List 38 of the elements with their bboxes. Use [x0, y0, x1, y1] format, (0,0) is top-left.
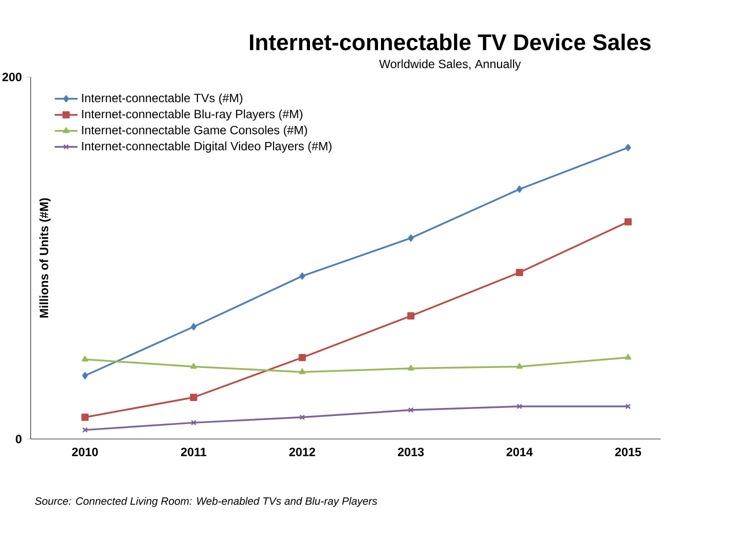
point	[408, 407, 414, 413]
point	[407, 312, 414, 320]
source-note: Source: Connected Living Room: Web-enabled TVs and Blu-ray Players	[35, 497, 378, 507]
legend-label: Internet-connectable Blu-ray Players (#M)	[82, 109, 302, 121]
x-tick-label: 2014	[506, 448, 533, 456]
point	[624, 218, 632, 226]
point	[190, 362, 197, 369]
point	[82, 356, 88, 362]
point	[190, 323, 196, 330]
point	[516, 268, 524, 276]
point	[516, 362, 523, 369]
legend-label: Internet-connectable Digital Video Players (#M)	[82, 142, 332, 153]
point	[516, 186, 522, 193]
point	[190, 394, 198, 401]
y-axis-title: Millions of Units (#M)	[39, 198, 51, 318]
legend-label: Internet-connectable TVs (#M)	[82, 93, 242, 105]
x-tick-label: 2012	[289, 448, 316, 456]
point	[190, 420, 196, 426]
point	[624, 354, 632, 360]
x-tick-label: 2010	[72, 448, 98, 456]
chart-subtitle: Worldwide Sales, Annually	[379, 59, 521, 71]
point	[81, 414, 89, 421]
x-tick-label: 2011	[181, 448, 206, 456]
point	[516, 404, 522, 410]
point	[299, 368, 306, 374]
x-tick-label: 2013	[398, 448, 424, 456]
x-tick-label: 2015	[615, 448, 642, 456]
point	[82, 372, 88, 380]
point	[299, 272, 306, 280]
chart-title: Internet-connectable TV Device Sales	[250, 34, 651, 50]
legend-label: Internet-connectable Game Consoles (#M)	[82, 126, 308, 137]
point	[408, 234, 414, 242]
y-tick-label: 200	[2, 72, 22, 82]
y-tick-label: 0	[16, 434, 22, 444]
point	[298, 354, 306, 362]
point	[300, 414, 305, 420]
point	[408, 364, 414, 371]
point	[625, 144, 631, 152]
